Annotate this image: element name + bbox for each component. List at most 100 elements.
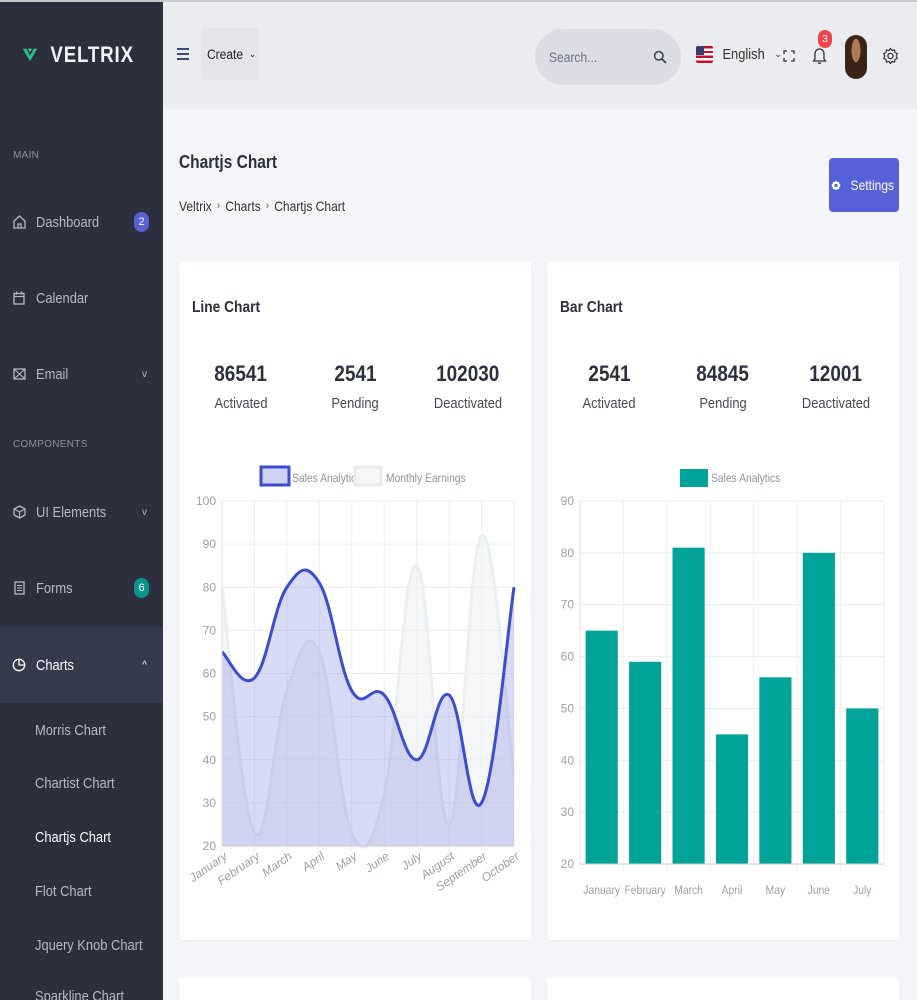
submenu-flot-chart[interactable]: Flot Chart	[35, 883, 92, 900]
notification-count-badge: 3	[818, 30, 832, 48]
y-tick-label: 40	[203, 753, 217, 767]
user-avatar[interactable]	[845, 35, 867, 79]
legend-swatch	[680, 469, 708, 487]
x-tick-label: March	[259, 849, 295, 880]
y-tick-label: 80	[561, 546, 575, 560]
submenu-jquery-knob-chart[interactable]: Jquery Knob Chart	[35, 937, 143, 954]
line-chart: Sales Analytics Monthly Earnings 20 30 40 50 6…	[186, 465, 523, 894]
bar-chart-card: Bar Chart 2541 Activated 84845 Pending 1…	[547, 261, 899, 940]
calendar-icon	[11, 290, 27, 306]
settings-button[interactable]: Settings	[829, 158, 899, 212]
sidebar-item-calendar[interactable]: Calendar	[0, 273, 163, 323]
chevron-right-icon: ›	[265, 200, 270, 212]
forms-badge: 6	[134, 578, 149, 598]
bar	[715, 734, 749, 864]
chevron-down-icon: ⌄	[248, 48, 257, 59]
submenu-chartist-chart[interactable]: Chartist Chart	[35, 775, 115, 792]
menu-toggle-icon[interactable]	[177, 48, 189, 60]
create-dropdown-button[interactable]: Create ⌄	[201, 28, 259, 80]
y-tick-label: 90	[203, 537, 217, 551]
sidebar-item-dashboard[interactable]: Dashboard 2	[0, 197, 163, 247]
y-tick-label: 60	[203, 667, 217, 681]
y-tick-label: 30	[561, 805, 575, 819]
x-tick-label: March	[674, 884, 703, 897]
submenu-chartjs-chart[interactable]: Chartjs Chart	[35, 829, 111, 846]
legend-label: Sales Analytics	[711, 472, 781, 485]
y-tick-label: 80	[203, 580, 217, 594]
x-tick-label: May	[333, 848, 360, 873]
stat-deactivated: 12001 Deactivated	[801, 361, 871, 412]
x-tick-label: April	[299, 849, 328, 875]
y-tick-label: 20	[203, 839, 217, 853]
x-tick-label: April	[722, 884, 743, 897]
sidebar-item-label: UI Elements	[36, 503, 107, 521]
submenu-morris-chart[interactable]: Morris Chart	[35, 722, 106, 739]
sidebar-item-label: Forms	[36, 579, 73, 597]
legend-label: Sales Analytics	[292, 472, 362, 485]
series-area-monthly-earnings	[222, 535, 514, 848]
x-tick-label: October	[479, 848, 523, 885]
x-tick-label: June	[808, 884, 830, 897]
chevron-up-icon: ^	[142, 659, 147, 671]
y-tick-label: 100	[196, 494, 216, 508]
breadcrumb-item[interactable]: Veltrix	[179, 198, 212, 214]
chevron-down-icon: ⌄	[774, 49, 782, 59]
chevron-down-icon: v	[142, 506, 147, 518]
stat-pending: 2541 Pending	[331, 361, 379, 412]
card-title: Bar Chart	[560, 299, 623, 316]
gear-icon	[831, 180, 841, 190]
y-tick-label: 50	[561, 701, 575, 715]
legend-swatch	[259, 465, 291, 487]
stat-activated: 2541 Activated	[582, 361, 636, 412]
sidebar-item-ui-elements[interactable]: UI Elements v	[0, 487, 163, 537]
stat-pending: 84845 Pending	[696, 361, 750, 412]
mail-icon	[11, 366, 27, 382]
us-flag-icon	[696, 46, 713, 63]
bar	[672, 547, 705, 864]
search-input[interactable]	[549, 49, 635, 65]
sidebar-item-forms[interactable]: Forms 6	[0, 563, 163, 613]
legend-swatch	[353, 465, 383, 487]
search-icon[interactable]	[653, 50, 667, 64]
sidebar-item-label: Calendar	[36, 289, 89, 307]
fullscreen-icon[interactable]	[780, 46, 798, 66]
menu-title-components: COMPONENTS	[13, 439, 88, 450]
chevron-right-icon: ›	[216, 200, 221, 212]
bar-chart: Sales Analytics 20 30 40 50 60 70 80 90 January Fe…	[561, 469, 885, 897]
breadcrumb-item-current: Chartjs Chart	[274, 198, 346, 214]
chart-card-row2-left	[179, 977, 531, 1000]
card-title: Line Chart	[192, 299, 261, 316]
page-title: Chartjs Chart	[179, 152, 278, 172]
gear-icon[interactable]	[881, 46, 899, 66]
bar	[585, 630, 618, 864]
bar	[846, 708, 879, 864]
language-label: English	[722, 46, 765, 63]
brand-logo[interactable]: VELTRIX	[0, 2, 163, 107]
menu-title-main: MAIN	[13, 150, 40, 161]
notification-bell-icon[interactable]	[810, 46, 828, 66]
sidebar-item-charts[interactable]: Charts ^	[0, 627, 163, 703]
sidebar-item-email[interactable]: Email v	[0, 349, 163, 399]
x-tick-label: June	[362, 849, 392, 876]
bar	[759, 677, 792, 864]
language-selector[interactable]: English ⌄	[696, 46, 782, 63]
legend-label: Monthly Earnings	[386, 472, 466, 485]
x-tick-label: May	[766, 884, 786, 897]
home-icon	[11, 214, 27, 230]
search-bar	[535, 29, 681, 85]
bar	[629, 661, 662, 864]
y-tick-label: 30	[203, 796, 217, 810]
stat-deactivated: 102030 Deactivated	[433, 361, 503, 412]
chevron-down-icon: v	[142, 368, 147, 380]
breadcrumb-item[interactable]: Charts	[225, 198, 261, 214]
y-tick-label: 20	[561, 857, 575, 871]
dashboard-badge: 2	[134, 212, 149, 232]
series-area-sales-analytics	[222, 569, 514, 846]
x-tick-label: July	[853, 884, 872, 897]
bar	[802, 552, 835, 864]
sidebar: VELTRIX MAIN Dashboard 2 Calendar Email …	[0, 2, 163, 1000]
veltrix-logo-icon	[23, 48, 38, 61]
stat-activated: 86541 Activated	[214, 361, 268, 412]
submenu-sparkline-chart[interactable]: Sparkline Chart	[35, 988, 124, 1000]
sidebar-item-label: Dashboard	[36, 213, 100, 231]
